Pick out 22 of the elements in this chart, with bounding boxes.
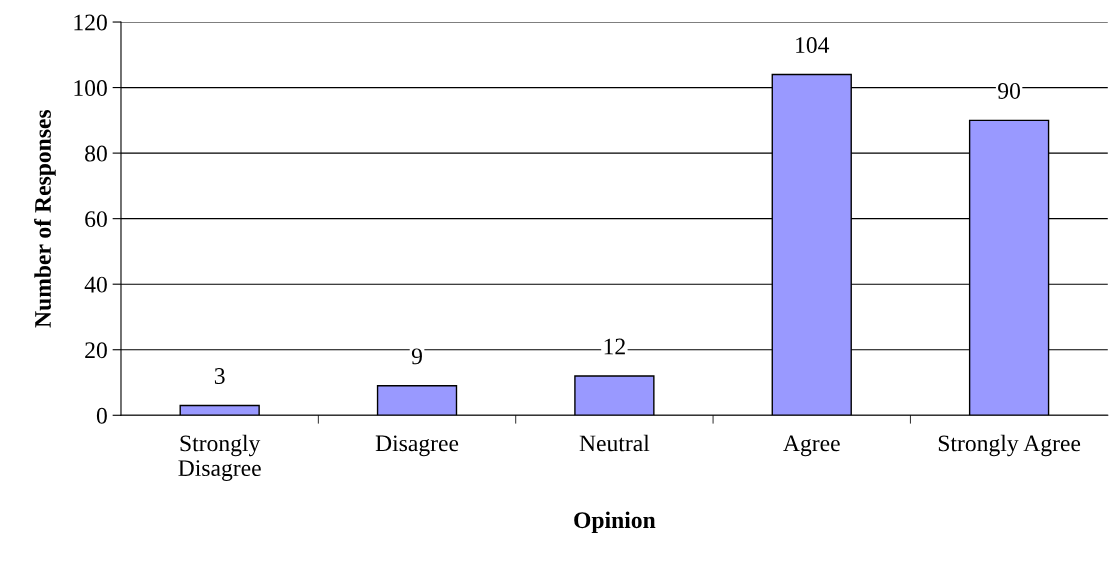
y-axis-title: Number of Responses <box>34 109 56 328</box>
x-axis-title: Opinion <box>574 511 656 533</box>
x-tick-label: Disagree <box>375 435 459 457</box>
y-tick-label: 20 <box>85 342 107 359</box>
x-tick-label: Strongly Agree <box>938 434 1081 457</box>
y-tick-label: 120 <box>74 14 107 31</box>
y-tick-label: 60 <box>85 211 107 228</box>
bar <box>574 375 655 416</box>
data-label: 90 <box>998 82 1021 99</box>
data-label: 104 <box>796 37 830 53</box>
y-tick-label: 100 <box>74 80 107 96</box>
x-tick-label: Neutral <box>579 434 650 452</box>
bar <box>376 385 458 416</box>
bar <box>179 404 260 416</box>
data-label: 12 <box>604 338 625 355</box>
data-label: 9 <box>411 348 422 365</box>
y-tick-label: 40 <box>84 276 107 293</box>
x-tick-label: Agree <box>783 435 840 457</box>
y-tick-label: 80 <box>85 145 107 162</box>
data-label: 3 <box>214 368 225 384</box>
y-tick-label: 0 <box>96 407 107 424</box>
x-tick-label: Strongly Disagree <box>178 434 261 481</box>
